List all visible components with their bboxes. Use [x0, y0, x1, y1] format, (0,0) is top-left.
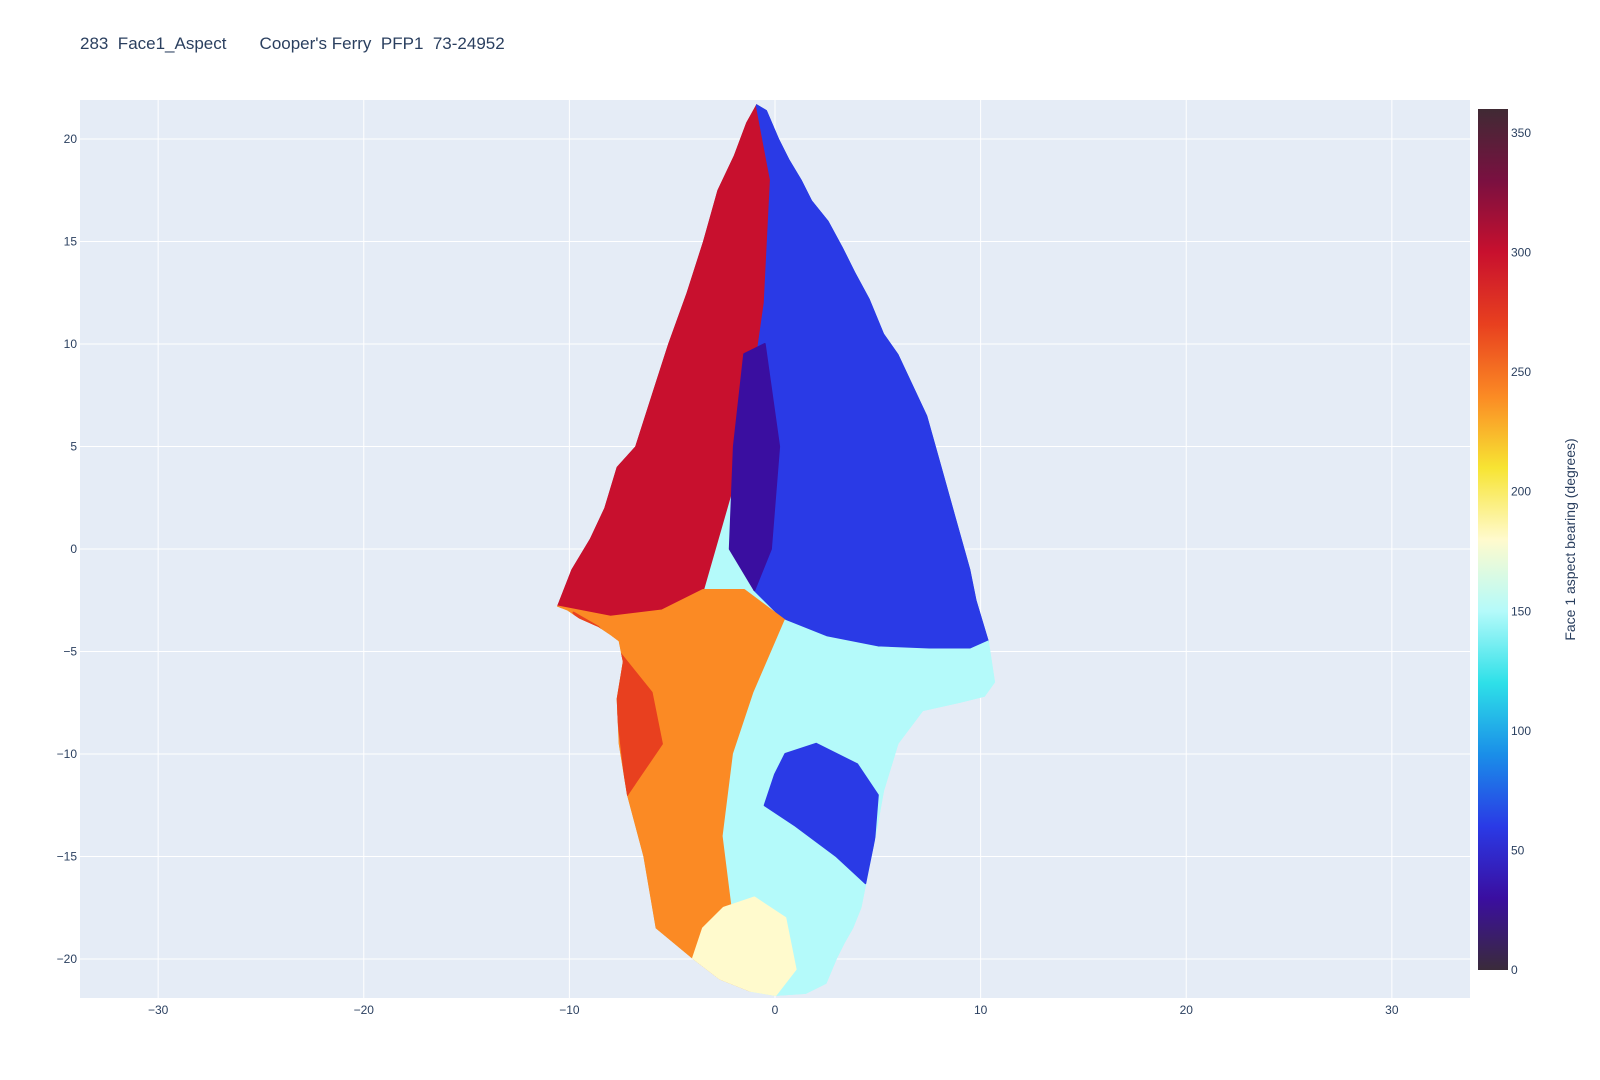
aspect-region [557, 104, 772, 618]
x-tick-label: 0 [772, 1003, 779, 1017]
x-tick-label: 20 [1180, 1003, 1194, 1017]
y-tick-label: −5 [63, 645, 77, 659]
aspect-region [763, 742, 879, 885]
x-tick-label: 30 [1385, 1003, 1399, 1017]
y-tick-label: 10 [64, 337, 78, 351]
colorbar-tick-label: 100 [1511, 724, 1531, 738]
artifact-surface [557, 104, 995, 996]
y-tick-label: 5 [70, 439, 77, 453]
colorbar-tick-label: 300 [1511, 246, 1531, 260]
colorbar-tick-label: 250 [1511, 365, 1531, 379]
y-tick-label: −10 [57, 747, 78, 761]
x-tick-label: 10 [974, 1003, 988, 1017]
y-tick-label: −15 [57, 850, 78, 864]
colorbar-tick-label: 200 [1511, 485, 1531, 499]
x-tick-label: −20 [354, 1003, 375, 1017]
colorbar-tick-label: 0 [1511, 963, 1518, 977]
y-tick-label: 15 [64, 234, 78, 248]
colorbar-title: Face 1 aspect bearing (degrees) [1562, 438, 1578, 640]
x-tick-label: −30 [148, 1003, 169, 1017]
y-tick-label: 20 [64, 132, 78, 146]
x-tick-label: −10 [559, 1003, 580, 1017]
colorbar-tick-label: 350 [1511, 126, 1531, 140]
y-tick-label: −20 [57, 952, 78, 966]
y-tick-label: 0 [70, 542, 77, 556]
x-axis: −30 −20 −10 0 10 20 30 [148, 1003, 1399, 1017]
colorbar-tick-label: 50 [1511, 843, 1525, 857]
aspect-region [728, 343, 781, 591]
aspect-region [743, 104, 990, 651]
colorbar-gradient [1478, 109, 1508, 970]
chart-title: 283 Face1_Aspect Cooper's Ferry PFP1 73-… [80, 34, 505, 53]
y-axis: 20 15 10 5 0 −5 −10 −15 −20 [57, 132, 78, 966]
colorbar: 0 50 100 150 200 250 300 350 Face 1 aspect beari… [1478, 109, 1578, 977]
colorbar-tick-label: 150 [1511, 604, 1531, 618]
